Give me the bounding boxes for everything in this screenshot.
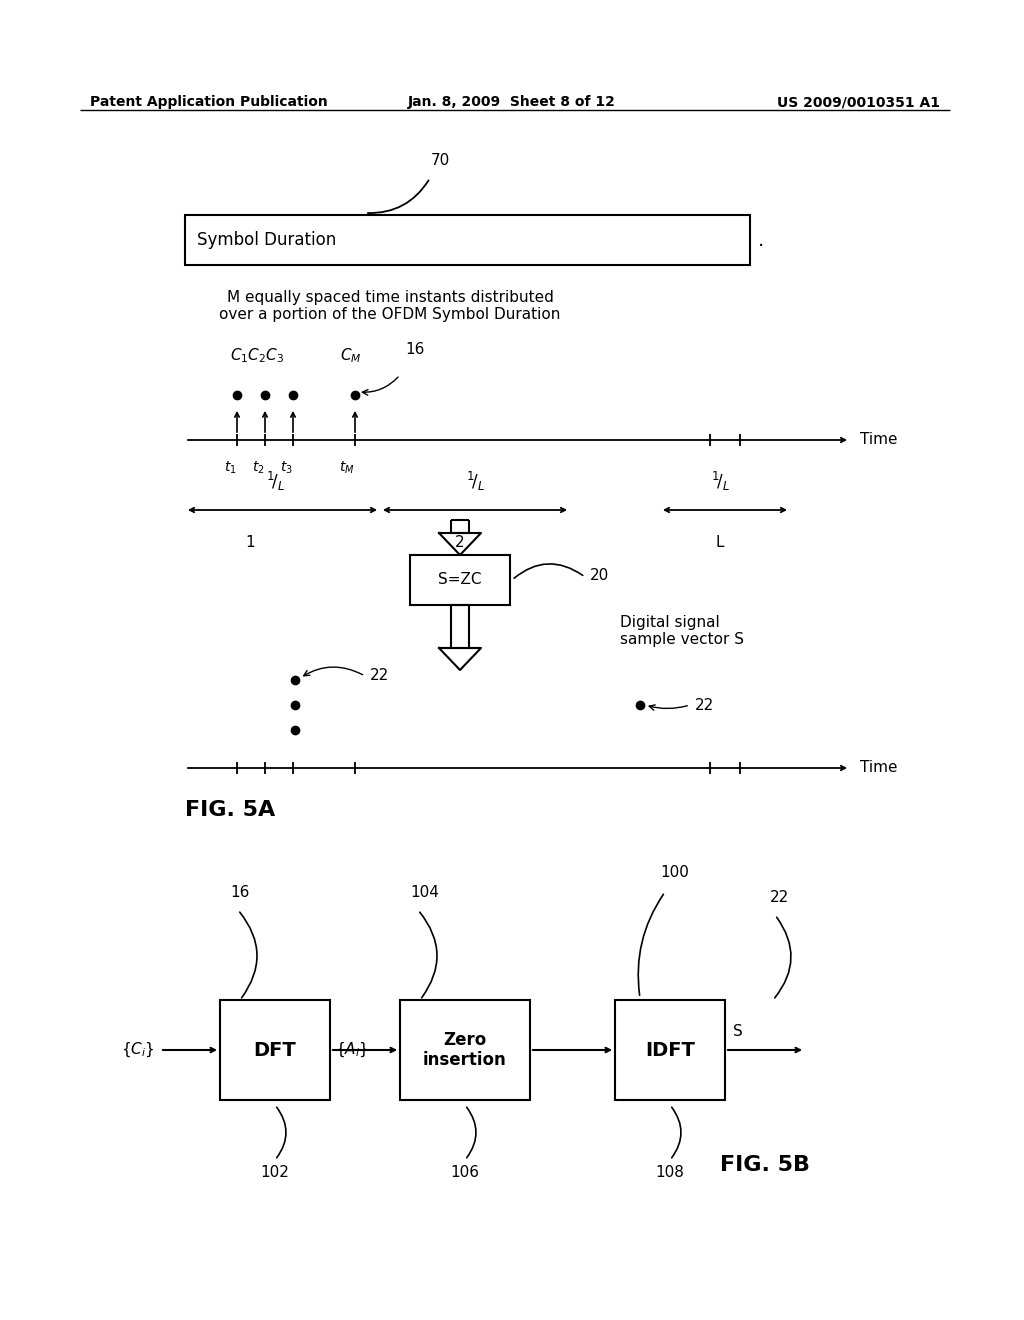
- Text: $t_M$: $t_M$: [339, 459, 354, 477]
- Text: 100: 100: [660, 865, 689, 880]
- Bar: [185, 215, 750, 265]
- Text: 70: 70: [430, 153, 450, 168]
- Text: $\{C_i\}$: $\{C_i\}$: [122, 1040, 155, 1059]
- Text: IDFT: IDFT: [645, 1040, 695, 1060]
- Text: Time: Time: [860, 760, 897, 776]
- Text: $^1\!/_L$: $^1\!/_L$: [711, 470, 729, 492]
- Text: US 2009/0010351 A1: US 2009/0010351 A1: [777, 95, 940, 110]
- Text: L: L: [716, 535, 724, 550]
- Bar: [410, 554, 510, 605]
- Text: $^1\!/_L$: $^1\!/_L$: [265, 470, 285, 492]
- Text: S: S: [733, 1024, 742, 1040]
- Text: M equally spaced time instants distributed
over a portion of the OFDM Symbol Dur: M equally spaced time instants distribut…: [219, 290, 561, 322]
- Text: FIG. 5B: FIG. 5B: [720, 1155, 810, 1175]
- Text: 106: 106: [451, 1166, 479, 1180]
- Text: 22: 22: [770, 890, 790, 906]
- Bar: [400, 1001, 530, 1100]
- Bar: [220, 1001, 330, 1100]
- Text: S=ZC: S=ZC: [438, 573, 481, 587]
- Text: $C_M$: $C_M$: [340, 346, 361, 366]
- Text: 1: 1: [245, 535, 255, 550]
- Text: 104: 104: [410, 884, 439, 900]
- Text: Symbol Duration: Symbol Duration: [197, 231, 336, 249]
- Text: Jan. 8, 2009  Sheet 8 of 12: Jan. 8, 2009 Sheet 8 of 12: [408, 95, 616, 110]
- Text: 2: 2: [456, 535, 465, 550]
- Text: $t_1$: $t_1$: [223, 459, 237, 477]
- Text: 22: 22: [695, 697, 715, 713]
- Text: .: .: [758, 231, 764, 249]
- Text: $C_1C_2C_3$: $C_1C_2C_3$: [230, 346, 285, 366]
- Text: 16: 16: [406, 342, 424, 356]
- Text: Time: Time: [860, 433, 897, 447]
- Text: 108: 108: [655, 1166, 684, 1180]
- Text: Zero
insertion: Zero insertion: [423, 1031, 507, 1069]
- Text: $\{A_i\}$: $\{A_i\}$: [335, 1040, 369, 1059]
- Text: 20: 20: [590, 568, 609, 582]
- Text: FIG. 5A: FIG. 5A: [185, 800, 275, 820]
- Text: $t_2$: $t_2$: [252, 459, 264, 477]
- Text: $t_3$: $t_3$: [280, 459, 293, 477]
- Text: 102: 102: [260, 1166, 290, 1180]
- Text: $^1\!/_L$: $^1\!/_L$: [466, 470, 484, 492]
- Text: 22: 22: [370, 668, 389, 682]
- Bar: [615, 1001, 725, 1100]
- Text: Patent Application Publication: Patent Application Publication: [90, 95, 328, 110]
- Text: 16: 16: [230, 884, 250, 900]
- Text: DFT: DFT: [254, 1040, 296, 1060]
- Text: Digital signal
sample vector S: Digital signal sample vector S: [620, 615, 744, 647]
